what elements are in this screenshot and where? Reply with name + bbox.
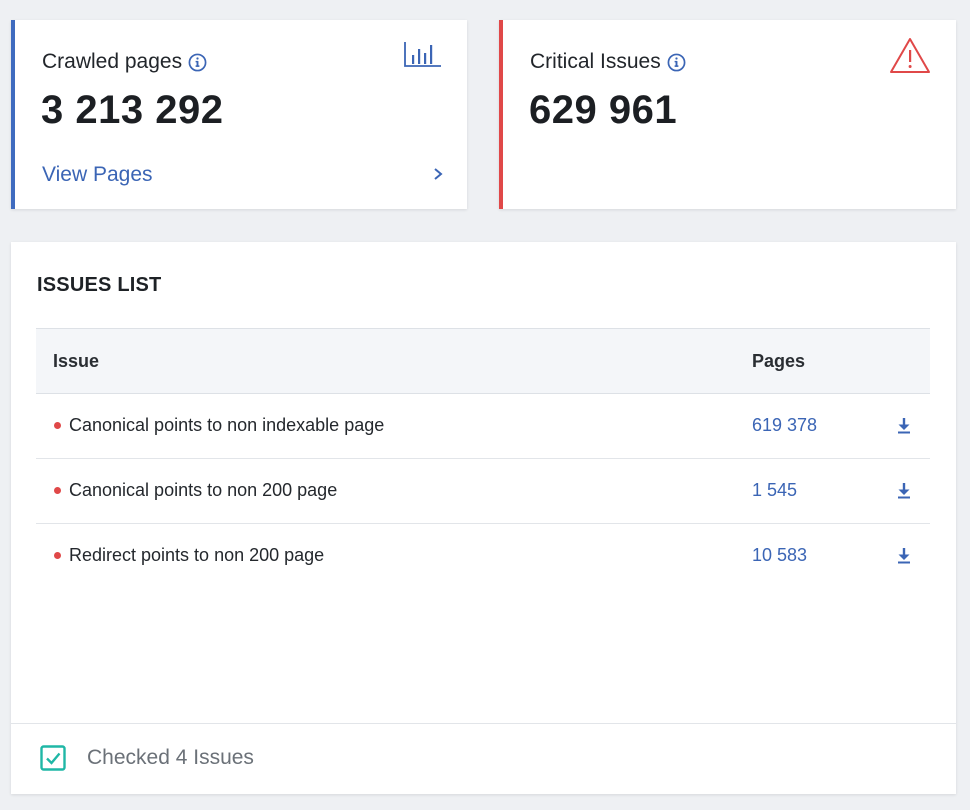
column-header-pages: Pages: [752, 351, 806, 371]
critical-issues-label: Critical Issues: [530, 50, 661, 73]
issues-list-title: ISSUES LIST: [37, 274, 162, 296]
bar-chart-icon[interactable]: [403, 40, 443, 68]
column-header-issue: Issue: [53, 351, 100, 371]
issue-pages-count[interactable]: 619 378: [752, 415, 818, 435]
view-pages-link[interactable]: View Pages: [42, 163, 153, 186]
download-icon[interactable]: [896, 546, 912, 564]
critical-issues-label-row: Critical Issues: [530, 50, 686, 74]
issue-pages-count[interactable]: 10 583: [752, 545, 808, 565]
info-icon[interactable]: [188, 53, 207, 72]
issues-list-card: ISSUES LIST Issue Pages Canonical points…: [11, 242, 956, 794]
issues-footer: Checked 4 Issues: [11, 723, 956, 794]
table-row[interactable]: Canonical points to non indexable page 6…: [36, 394, 930, 459]
critical-dot-icon: [54, 422, 61, 429]
download-icon[interactable]: [896, 481, 912, 499]
crawled-pages-card: Crawled pages 3 213 292 View Pages: [11, 20, 467, 209]
table-header: Issue Pages: [36, 328, 930, 394]
critical-issues-value: 629 961: [529, 88, 678, 132]
issue-name[interactable]: Canonical points to non indexable page: [69, 415, 385, 435]
info-icon[interactable]: [667, 53, 686, 72]
critical-dot-icon: [54, 487, 61, 494]
crawled-pages-value: 3 213 292: [41, 88, 224, 132]
issues-table: Issue Pages Canonical points to non inde…: [36, 328, 930, 588]
issue-name[interactable]: Redirect points to non 200 page: [69, 545, 325, 565]
checkbox-checked-icon[interactable]: [40, 745, 66, 771]
critical-issues-card: Critical Issues 629 961: [499, 20, 956, 209]
issue-pages-count[interactable]: 1 545: [752, 480, 798, 500]
table-row[interactable]: Canonical points to non 200 page 1 545: [36, 459, 930, 524]
issue-name[interactable]: Canonical points to non 200 page: [69, 480, 338, 500]
critical-dot-icon: [54, 552, 61, 559]
table-row[interactable]: Redirect points to non 200 page 10 583: [36, 524, 930, 588]
download-icon[interactable]: [896, 416, 912, 434]
chevron-right-icon[interactable]: [431, 163, 445, 185]
crawled-pages-label-row: Crawled pages: [42, 50, 207, 74]
warning-triangle-icon: [890, 38, 930, 73]
checked-issues-label: Checked 4 Issues: [87, 746, 254, 769]
crawled-pages-label: Crawled pages: [42, 50, 183, 73]
